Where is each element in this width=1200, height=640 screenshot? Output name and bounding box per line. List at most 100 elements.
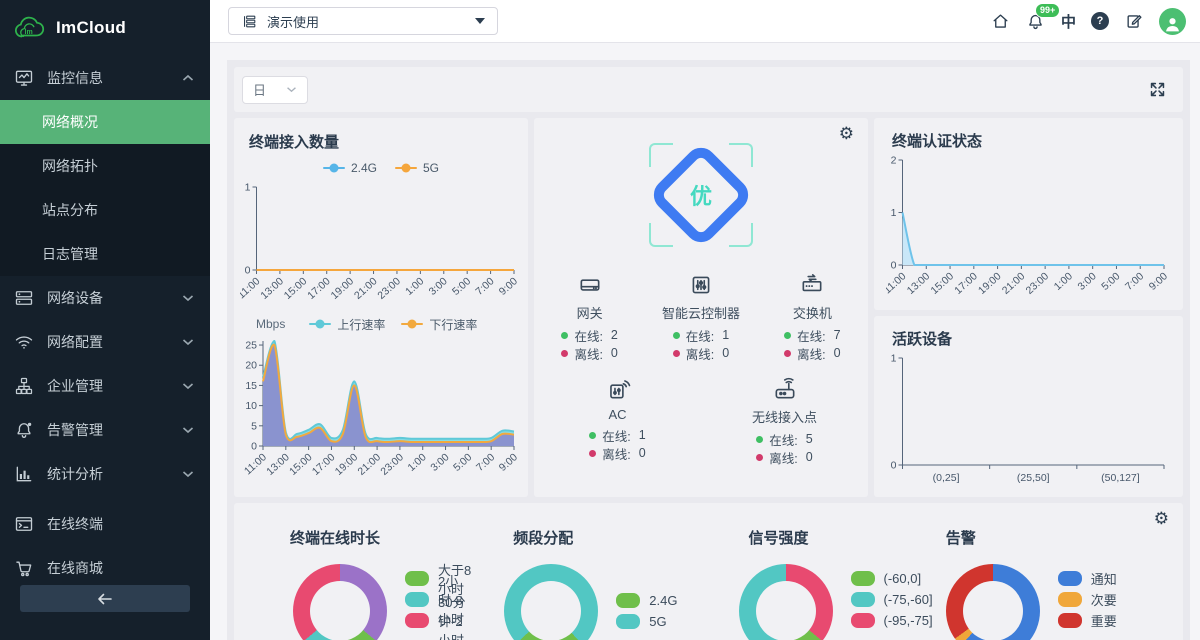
offline-dot (589, 449, 597, 457)
feedback-button[interactable] (1124, 11, 1144, 31)
svg-text:17:00: 17:00 (305, 275, 333, 302)
legend-swatch (616, 593, 641, 608)
legend-item[interactable]: (-95,-75] (850, 610, 933, 631)
legend-item[interactable]: 5G (616, 611, 677, 632)
svg-text:15:00: 15:00 (928, 270, 956, 297)
sidebar-subitem-log-management[interactable]: 日志管理 (0, 232, 210, 276)
sidebar-item-statistics[interactable]: 统计分析 (0, 452, 210, 496)
help-button[interactable]: ? (1091, 12, 1109, 30)
org-selector-value: 演示使用 (267, 14, 320, 30)
online-dot (784, 331, 792, 339)
svg-text:5:00: 5:00 (450, 275, 473, 298)
online-count-row: 在线: 2 (561, 326, 618, 344)
legend-item[interactable]: (-75,-60] (850, 589, 933, 610)
sidebar: lm ImCloud 监控信息 网络概况 网络拓扑 站点分布 日志管理 (0, 0, 210, 640)
terminal-auth-card: 终端认证状态 0 1 2 11:00 13:00 15:00 17:00 19:00 21:00… (874, 118, 1183, 310)
svg-text:21:00: 21:00 (352, 275, 380, 302)
legend-item[interactable]: 次要 (1057, 589, 1117, 610)
sidebar-item-network-devices[interactable]: 网络设备 (0, 276, 210, 320)
offline-value: 0 (722, 346, 730, 360)
online-label: 在线: (769, 433, 798, 448)
svg-text:9:00: 9:00 (497, 275, 520, 298)
settings-gear-icon[interactable]: ⚙ (1153, 509, 1169, 529)
legend-item[interactable]: 2.4G (616, 590, 677, 611)
monitor-chart-icon (15, 70, 33, 86)
terminal-icon (15, 517, 33, 531)
online-count-row: 在线: 5 (756, 430, 813, 448)
legend-item-download[interactable]: 下行速率 (401, 316, 477, 333)
online-duration-section: 终端在线时长 大于8小时 2小时-8小时 30分钟-2小时 (234, 507, 471, 640)
sidebar-item-enterprise[interactable]: 企业管理 (0, 364, 210, 408)
device-status-row-1: 网关 在线: 2 离线: 0 智能云控制器 在线: 1 (534, 272, 868, 362)
alarm-bell-icon (17, 422, 32, 438)
arrow-left-icon (98, 593, 112, 604)
user-avatar[interactable] (1159, 7, 1186, 35)
legend-label: 次要 (1090, 593, 1117, 608)
sidebar-item-monitor-info[interactable]: 监控信息 (0, 56, 210, 100)
legend-swatch (405, 571, 429, 586)
ac-icon (609, 380, 630, 399)
active-devices-chart: 0 1 (0,25] (25,50] (50,127] (886, 351, 1172, 489)
sidebar-item-alarm-management[interactable]: 告警管理 (0, 408, 210, 452)
legend-item-upload[interactable]: 上行速率 (309, 316, 385, 333)
org-list-icon (244, 15, 256, 27)
offline-label: 离线: (574, 347, 603, 362)
sidebar-item-network-config[interactable]: 网络配置 (0, 320, 210, 364)
time-range-select[interactable]: 日 (242, 75, 308, 104)
svg-text:1: 1 (890, 353, 896, 365)
sidebar-collapse-button[interactable] (20, 585, 190, 612)
svg-text:1: 1 (890, 207, 896, 219)
legend-dot (315, 319, 325, 329)
legend-item[interactable]: 2小时-8小时 (405, 574, 471, 627)
svg-text:25: 25 (245, 340, 257, 352)
sidebar-item-online-mall[interactable]: 在线商城 (0, 546, 210, 590)
traffic-chart-legend: Mbps 上行速率 下行速率 (234, 314, 528, 334)
right-column: 终端认证状态 0 1 2 11:00 13:00 15:00 17:00 19:00 21:00… (874, 118, 1183, 497)
svg-text:20: 20 (245, 360, 257, 372)
legend-item[interactable]: (-60,0] (850, 568, 933, 589)
legend-swatch (850, 571, 875, 586)
svg-text:5:00: 5:00 (451, 451, 474, 474)
legend-item[interactable]: 通知 (1057, 568, 1117, 589)
online-value: 5 (805, 432, 813, 446)
svg-text:lm: lm (25, 29, 33, 36)
sidebar-nav: 监控信息 网络概况 网络拓扑 站点分布 日志管理 网络设备 网 (0, 56, 210, 590)
online-dot (672, 331, 680, 339)
sidebar-item-label: 在线终端 (47, 516, 103, 532)
sidebar-subitem-site-distribution[interactable]: 站点分布 (0, 188, 210, 232)
sidebar-item-label: 企业管理 (47, 378, 103, 394)
offline-dot (756, 453, 764, 461)
access-chart-legend: 2.4G 5G (234, 158, 528, 178)
legend-item[interactable]: 重要 (1057, 610, 1117, 631)
server-icon (15, 291, 33, 305)
chevron-down-icon (182, 295, 194, 302)
legend-item[interactable]: 30分钟-2小时 (405, 595, 471, 640)
settings-gear-icon[interactable]: ⚙ (838, 124, 854, 144)
legend-label: (-60,0] (883, 571, 922, 586)
svg-text:5:00: 5:00 (1099, 270, 1122, 293)
offline-dot (784, 349, 792, 357)
offline-dot (561, 349, 569, 357)
legend-item-2-4g[interactable]: 2.4G (322, 161, 377, 175)
language-toggle[interactable]: 中 (1060, 13, 1076, 31)
home-button[interactable] (991, 11, 1011, 31)
sidebar-subitem-network-topology[interactable]: 网络拓扑 (0, 144, 210, 188)
sidebar-item-online-terminals[interactable]: 在线终端 (0, 502, 210, 546)
svg-text:0: 0 (890, 260, 896, 272)
donut-hole (521, 581, 582, 640)
person-icon (1166, 17, 1179, 31)
legend-label: 5G (423, 161, 440, 175)
svg-text:21:00: 21:00 (999, 270, 1027, 297)
terminal-access-chart: 0 1 11:00 13:00 15:00 17:00 19:00 21:00 23:00 1:0… (236, 180, 522, 310)
org-selector[interactable]: 演示使用 (228, 7, 498, 35)
sidebar-subitem-network-overview[interactable]: 网络概况 (0, 100, 210, 144)
legend-line (395, 163, 417, 173)
notifications-button[interactable]: 99+ (1026, 3, 1061, 31)
legend-item-5g[interactable]: 5G (395, 161, 439, 175)
legend-label: 上行速率 (337, 317, 386, 332)
fullscreen-button[interactable] (1147, 80, 1167, 100)
legend-label: 通知 (1090, 572, 1117, 587)
offline-label: 离线: (797, 347, 826, 362)
legend-item[interactable]: 大于8小时 (405, 563, 471, 597)
online-value: 1 (722, 328, 730, 342)
